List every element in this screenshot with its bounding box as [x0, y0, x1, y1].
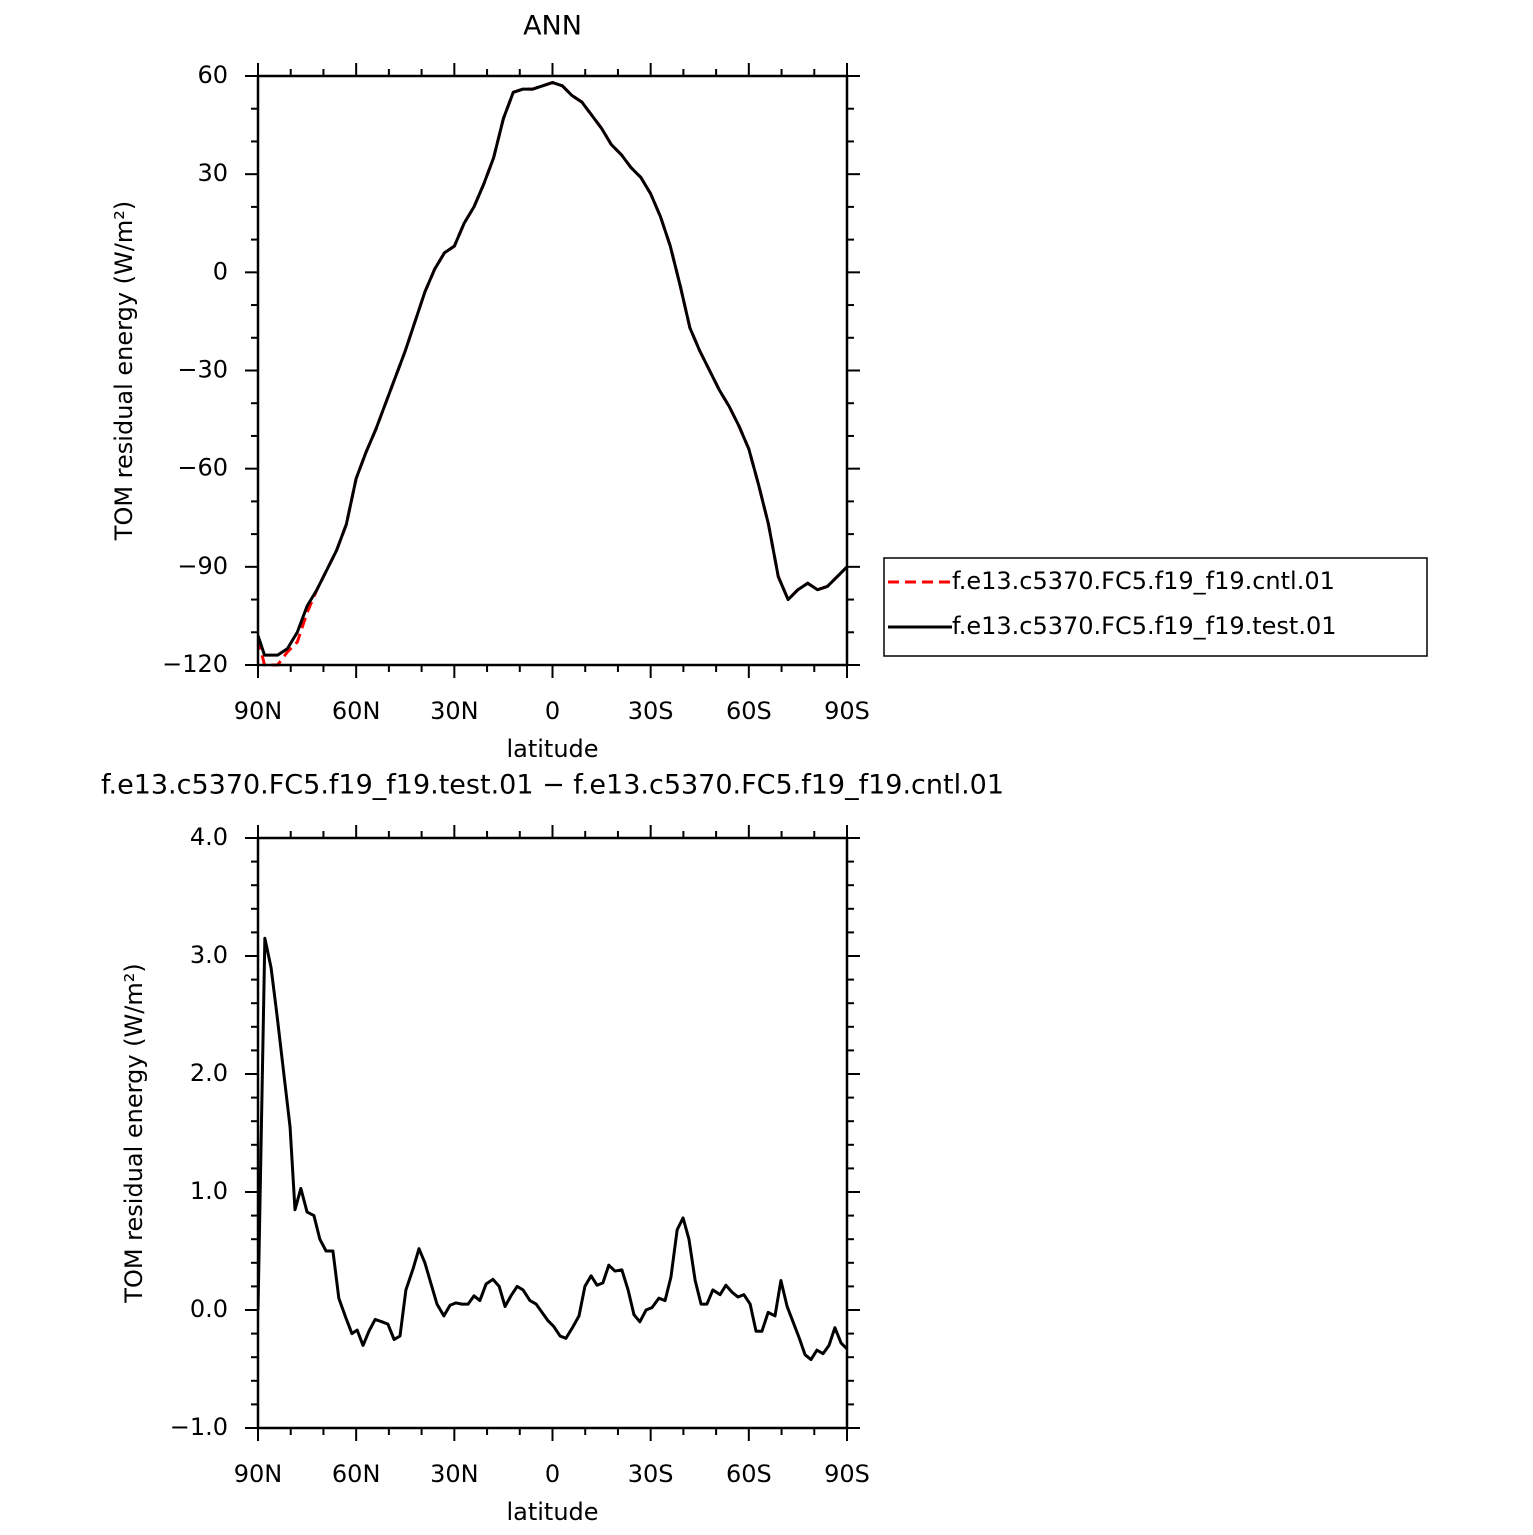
x-axis-label: latitude: [506, 735, 598, 763]
y-tick-label: −60: [177, 454, 228, 482]
y-tick-label: 0: [213, 257, 228, 285]
x-tick-label: 30N: [430, 697, 479, 725]
data-line: [258, 81, 847, 667]
y-tick-label: −30: [177, 356, 228, 384]
x-axis-label: latitude: [506, 1498, 598, 1526]
y-tick-label: 4.0: [190, 823, 228, 851]
x-tick-label: 30S: [628, 1460, 674, 1488]
y-tick-label: 1.0: [190, 1177, 228, 1205]
y-tick-label: 3.0: [190, 941, 228, 969]
data-line: [258, 936, 847, 1362]
y-axis-label: TOM residual energy (W/m²): [110, 201, 138, 541]
y-tick-label: −1.0: [170, 1413, 228, 1441]
chart-panel: ANN latitude TOM residual energy (W/m²) −12…: [110, 11, 1428, 763]
x-tick-label: 90S: [824, 1460, 870, 1488]
y-axis-label: TOM residual energy (W/m²): [120, 963, 148, 1303]
y-tick-label: 2.0: [190, 1059, 228, 1087]
x-tick-label: 90N: [234, 1460, 283, 1488]
x-tick-label: 90S: [824, 697, 870, 725]
plot-frame: [256, 836, 849, 1430]
x-tick-label: 60N: [332, 1460, 381, 1488]
chart-title: f.e13.c5370.FC5.f19_f19.test.01 − f.e13.…: [101, 770, 1004, 801]
y-tick-label: 60: [197, 61, 228, 89]
y-tick-label: −90: [177, 552, 228, 580]
x-tick-label: 0: [545, 1460, 560, 1488]
chart-title: ANN: [523, 11, 582, 42]
data-line: [258, 81, 847, 657]
y-tick-label: 0.0: [190, 1295, 228, 1323]
x-tick-label: 60S: [726, 1460, 772, 1488]
x-tick-label: 30S: [628, 697, 674, 725]
legend-label: f.e13.c5370.FC5.f19_f19.cntl.01: [952, 567, 1335, 595]
x-tick-label: 0: [545, 697, 560, 725]
x-tick-label: 90N: [234, 697, 283, 725]
legend-label: f.e13.c5370.FC5.f19_f19.test.01: [952, 612, 1337, 640]
plot-frame: [256, 74, 849, 667]
y-tick-label: 30: [197, 159, 228, 187]
x-tick-label: 30N: [430, 1460, 479, 1488]
x-tick-label: 60S: [726, 697, 772, 725]
y-tick-label: −120: [162, 650, 228, 678]
x-tick-label: 60N: [332, 697, 381, 725]
chart-panel: f.e13.c5370.FC5.f19_f19.test.01 − f.e13.…: [101, 770, 1004, 1527]
legend-box: [883, 557, 1428, 657]
